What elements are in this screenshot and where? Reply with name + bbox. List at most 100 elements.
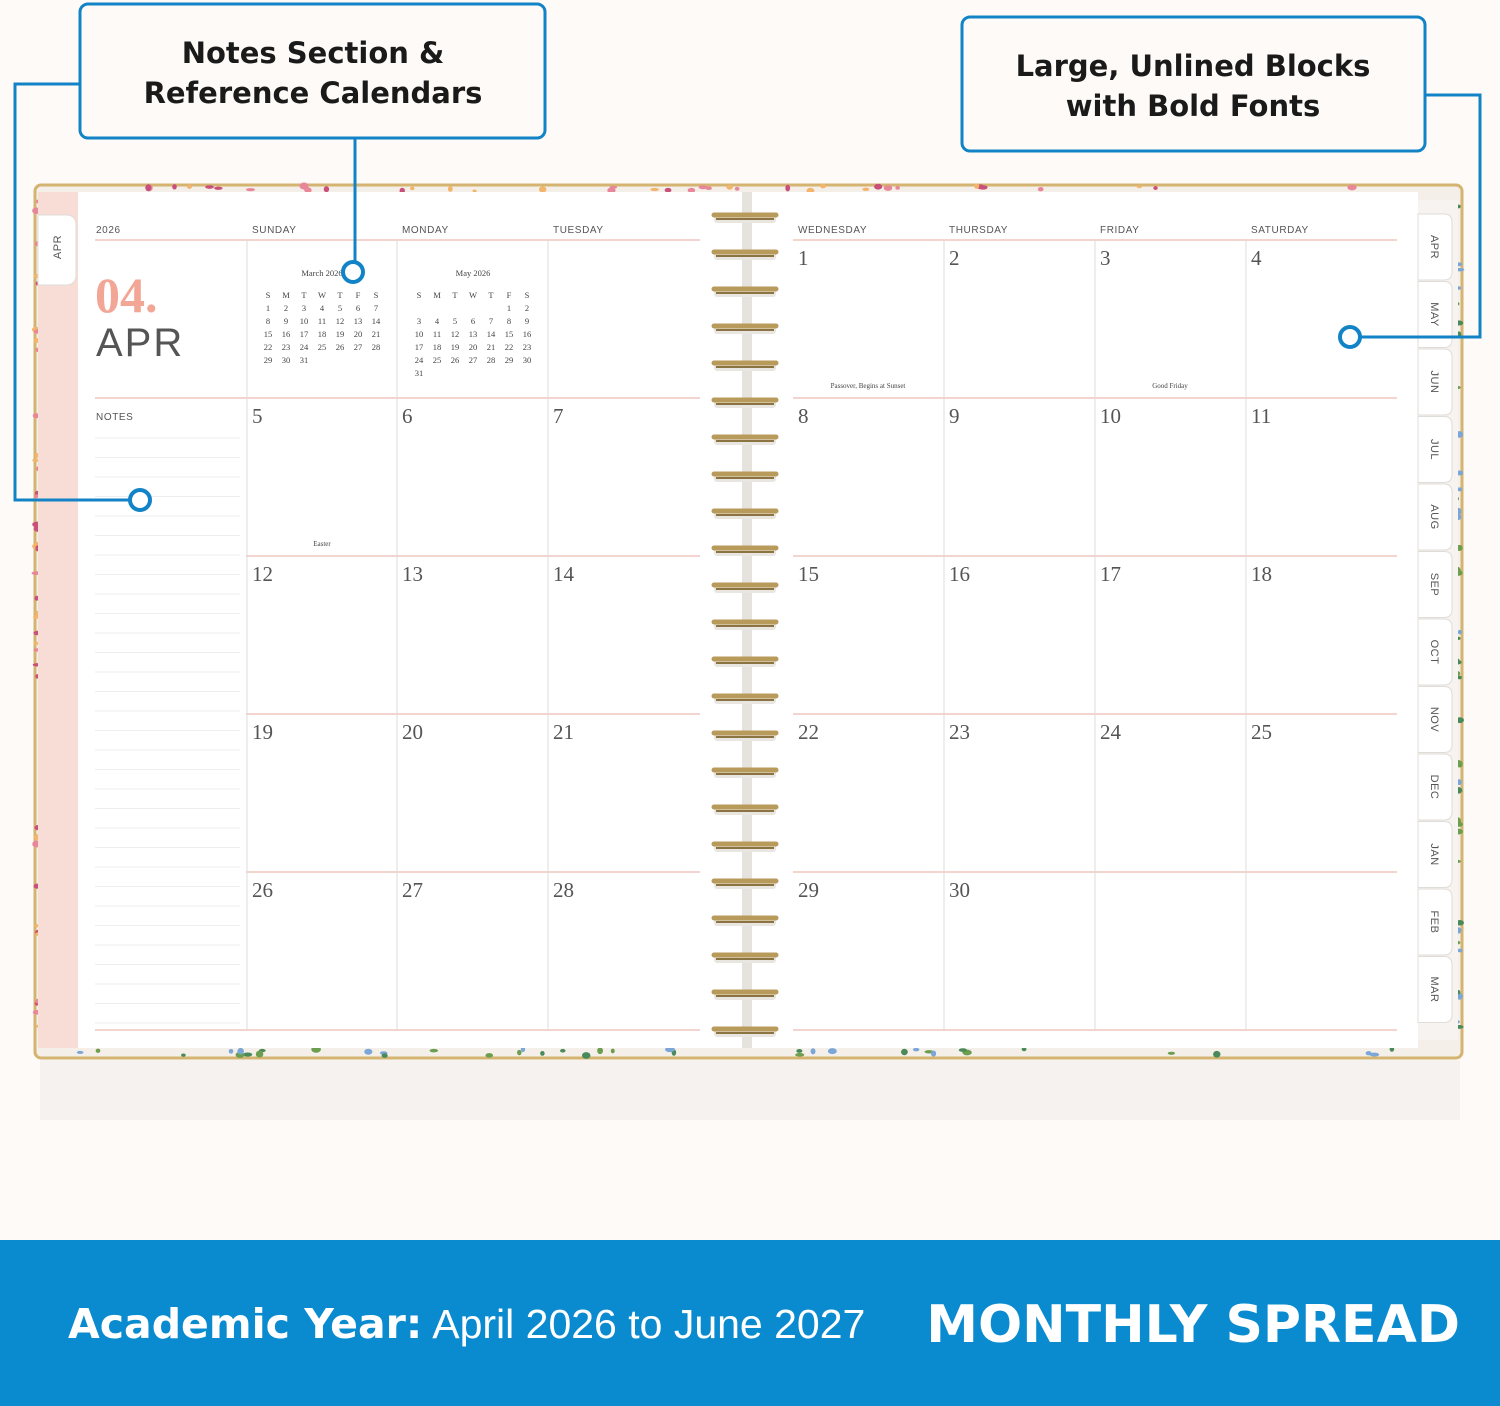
weekday: MONDAY xyxy=(402,225,449,236)
month-tab xyxy=(1417,551,1453,618)
flower xyxy=(1347,184,1357,191)
flower xyxy=(242,1052,253,1057)
month-tab-label: JUN xyxy=(1428,371,1440,394)
month-tab-label: APR xyxy=(1428,235,1440,259)
flower xyxy=(517,1049,522,1056)
mini-day: 17 xyxy=(415,342,424,352)
flower xyxy=(34,595,40,601)
mini-day: 10 xyxy=(300,316,309,326)
flower xyxy=(862,187,870,191)
flower xyxy=(172,184,177,190)
callout-box xyxy=(78,2,547,140)
mini-weekday: T xyxy=(452,290,458,300)
mini-title: March 2026 xyxy=(301,268,342,278)
flower xyxy=(958,1048,967,1052)
connector xyxy=(13,82,130,502)
month-tab xyxy=(1417,281,1453,348)
flower xyxy=(609,185,618,189)
mini-day: 6 xyxy=(356,303,360,313)
flower xyxy=(978,185,988,190)
flower xyxy=(205,185,214,189)
mini-day: 3 xyxy=(417,316,421,326)
month-tab-label: OCT xyxy=(1428,640,1440,665)
day-number: 22 xyxy=(798,720,819,744)
callout-text: Reference Calendars xyxy=(144,76,483,110)
mini-day: 12 xyxy=(336,316,345,326)
day-number: 20 xyxy=(402,720,423,744)
mini-day: 8 xyxy=(266,316,270,326)
callout-dot xyxy=(1338,325,1362,349)
mini-day: 6 xyxy=(471,316,475,326)
connector xyxy=(1361,93,1482,339)
flower xyxy=(930,1050,937,1057)
mini-day: 29 xyxy=(505,355,514,365)
flower xyxy=(796,1048,803,1053)
flower xyxy=(597,1047,604,1055)
month-tab xyxy=(1417,753,1453,821)
flower xyxy=(472,189,477,193)
mini-day: 22 xyxy=(264,342,273,352)
mini-day: 25 xyxy=(433,355,442,365)
mini-day: 31 xyxy=(300,355,309,365)
flower xyxy=(540,1051,545,1056)
flower xyxy=(214,186,223,190)
mini-day: 11 xyxy=(433,329,441,339)
day-number: 7 xyxy=(553,404,564,428)
day-number: 2 xyxy=(949,246,960,270)
day-number: 1 xyxy=(798,246,809,270)
flower xyxy=(650,187,659,192)
mini-weekday: T xyxy=(337,290,343,300)
mini-day: 18 xyxy=(433,342,442,352)
day-number: 24 xyxy=(1100,720,1122,744)
day-number: 21 xyxy=(553,720,574,744)
banner-label: Academic Year: xyxy=(68,1300,422,1348)
flower xyxy=(785,184,791,192)
mini-day: 7 xyxy=(489,316,493,326)
day-number: 11 xyxy=(1251,404,1271,428)
month-tab xyxy=(1417,416,1453,483)
day-number: 25 xyxy=(1251,720,1272,744)
mini-day: 11 xyxy=(318,316,326,326)
day-number: 26 xyxy=(252,878,273,902)
flower xyxy=(1021,1046,1027,1052)
month-tab xyxy=(1417,213,1453,281)
month-tab-label: JUL xyxy=(1428,439,1440,460)
mini-weekday: S xyxy=(374,290,379,300)
flower xyxy=(33,615,40,619)
callout-dot xyxy=(128,488,152,512)
notes-label: NOTES xyxy=(96,412,133,423)
day-number: 10 xyxy=(1100,404,1121,428)
weekday: TUESDAY xyxy=(553,225,604,236)
flower xyxy=(912,1047,920,1052)
left-tab-shape xyxy=(37,214,77,286)
mini-day: 16 xyxy=(523,329,532,339)
flower xyxy=(974,183,980,189)
flower xyxy=(245,188,256,192)
mini-day: 2 xyxy=(525,303,529,313)
mini-day: 5 xyxy=(453,316,457,326)
day-number: 23 xyxy=(949,720,970,744)
flower xyxy=(607,187,616,194)
mini-day: 7 xyxy=(374,303,378,313)
flower xyxy=(187,184,192,189)
month-tab xyxy=(1417,483,1453,551)
flower xyxy=(1213,1050,1221,1058)
mini-day: 26 xyxy=(451,355,460,365)
month-tab xyxy=(1417,348,1453,416)
day-number: 17 xyxy=(1100,562,1121,586)
mini-day: 14 xyxy=(372,316,381,326)
flower xyxy=(827,1048,837,1055)
mini-day: 31 xyxy=(415,368,424,378)
flower xyxy=(726,184,733,190)
day-number: 8 xyxy=(798,404,809,428)
flower xyxy=(1457,675,1462,680)
mini-weekday: W xyxy=(318,290,326,300)
day-note: Passover, Begins at Sunset xyxy=(831,382,906,390)
banner-text: April 2026 to June 2027 xyxy=(432,1301,865,1347)
flower xyxy=(820,183,827,189)
mini-day: 27 xyxy=(354,342,363,352)
mini-day: 20 xyxy=(354,329,363,339)
callout-text: Notes Section & xyxy=(182,36,445,70)
mini-day: 10 xyxy=(415,329,424,339)
